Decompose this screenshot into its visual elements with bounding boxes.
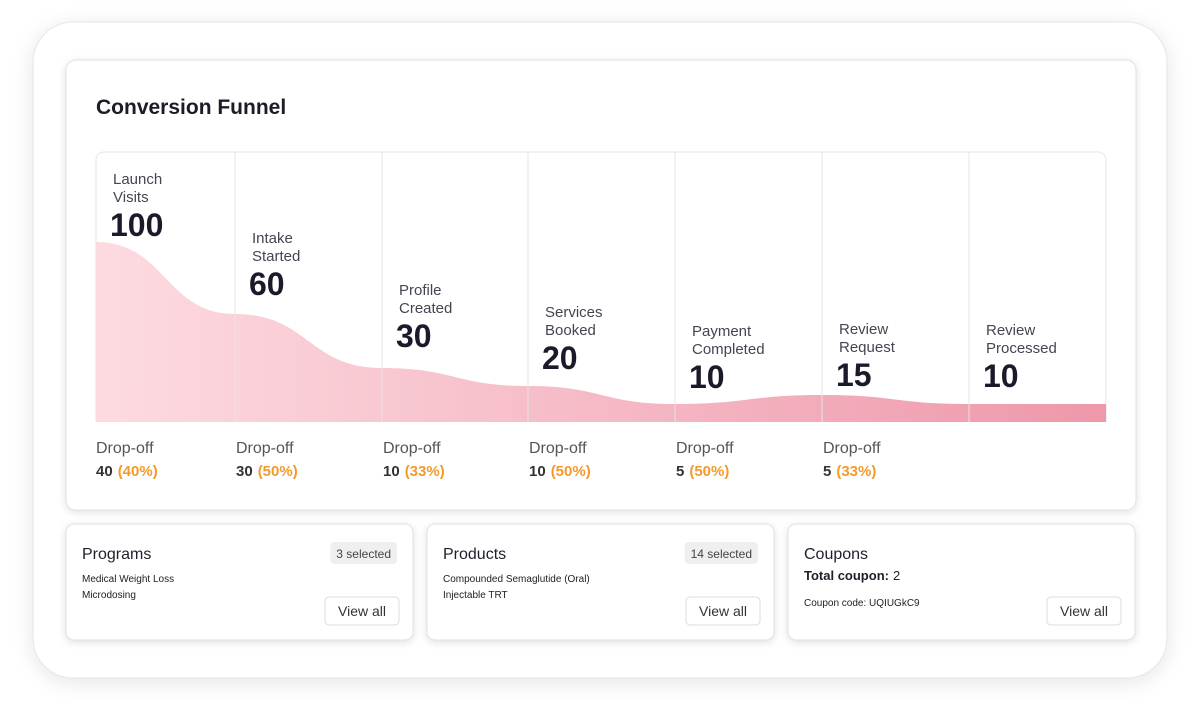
dropoff-label: Drop-off xyxy=(383,440,441,457)
cards: Programs 3 selected Medical Weight Loss Mic… xyxy=(65,523,1136,641)
dropoff-value: 10 (33%) xyxy=(383,463,445,480)
card-title: Programs xyxy=(82,546,151,563)
stage-label: Booked xyxy=(545,322,596,339)
card-badge-text: 3 selected xyxy=(336,547,391,561)
stage-label: Review xyxy=(839,321,888,338)
dropoff-label: Drop-off xyxy=(236,440,294,457)
card-item: Microdosing xyxy=(82,590,136,601)
dropoff-percent: (33%) xyxy=(405,463,445,480)
dropoff-label: Drop-off xyxy=(823,440,881,457)
dropoff-value: 5 (33%) xyxy=(823,463,876,480)
stage-label: Processed xyxy=(986,340,1057,357)
card-total-label: Total coupon: xyxy=(804,568,889,583)
stage-label: Completed xyxy=(692,341,765,358)
dropoff-value: 30 (50%) xyxy=(236,463,298,480)
card-total: Total coupon: 2 xyxy=(804,568,900,583)
dropoff-label: Drop-off xyxy=(676,440,734,457)
stage-value: 30 xyxy=(396,318,432,354)
dropoff-percent: (50%) xyxy=(258,463,298,480)
dropoff-count: 5 xyxy=(676,463,684,480)
card-item: Compounded Semaglutide (Oral) xyxy=(443,574,590,585)
stage-label: Payment xyxy=(692,323,752,340)
view-all-label[interactable]: View all xyxy=(699,603,747,619)
view-all-button[interactable] xyxy=(1046,596,1122,626)
view-all-label[interactable]: View all xyxy=(1060,603,1108,619)
stage-value: 60 xyxy=(249,266,285,302)
card-total-value: 2 xyxy=(893,568,900,583)
stage-label: Visits xyxy=(113,189,149,206)
dropoff-percent: (50%) xyxy=(551,463,591,480)
funnel-title: Conversion Funnel xyxy=(96,96,286,119)
chart-mask xyxy=(90,422,1112,446)
funnel-area xyxy=(96,242,1106,422)
card-badge-text: 14 selected xyxy=(691,547,752,561)
dropoff-count: 40 xyxy=(96,463,113,480)
dropoff-label: Drop-off xyxy=(96,440,154,457)
dropoff-value: 5 (50%) xyxy=(676,463,729,480)
dropoff-percent: (50%) xyxy=(689,463,729,480)
stage-label: Launch xyxy=(113,171,162,188)
dropoff-count: 5 xyxy=(823,463,831,480)
stage-value: 15 xyxy=(836,357,872,393)
stage-value: 10 xyxy=(689,359,725,395)
stage-label: Services xyxy=(545,304,603,321)
dropoff-percent: (40%) xyxy=(118,463,158,480)
dropoff-label: Drop-off xyxy=(529,440,587,457)
card-item: Medical Weight Loss xyxy=(82,574,174,585)
dropoff-count: 30 xyxy=(236,463,253,480)
dropoff-value: 40 (40%) xyxy=(96,463,158,480)
stage-label: Started xyxy=(252,248,300,265)
view-all-button[interactable] xyxy=(685,596,761,626)
stage-label: Request xyxy=(839,339,896,356)
stage-label: Intake xyxy=(252,230,293,247)
view-all-label[interactable]: View all xyxy=(338,603,386,619)
stage-label: Profile xyxy=(399,282,442,299)
stage-value: 100 xyxy=(110,207,163,243)
stage-label: Review xyxy=(986,322,1035,339)
stage-value: 10 xyxy=(983,358,1019,394)
card-title: Coupons xyxy=(804,546,868,563)
stage-value: 20 xyxy=(542,340,578,376)
dropoff-count: 10 xyxy=(529,463,546,480)
card-badge xyxy=(684,542,758,564)
dropoff-count: 10 xyxy=(383,463,400,480)
stage-label: Created xyxy=(399,300,452,317)
card-item: Injectable TRT xyxy=(443,590,508,601)
view-all-button[interactable] xyxy=(324,596,400,626)
dropoff-percent: (33%) xyxy=(836,463,876,480)
card-title: Products xyxy=(443,546,506,563)
card-item: Coupon code: UQIUGkC9 xyxy=(804,598,920,609)
card-badge xyxy=(330,542,397,564)
dropoff-value: 10 (50%) xyxy=(529,463,591,480)
